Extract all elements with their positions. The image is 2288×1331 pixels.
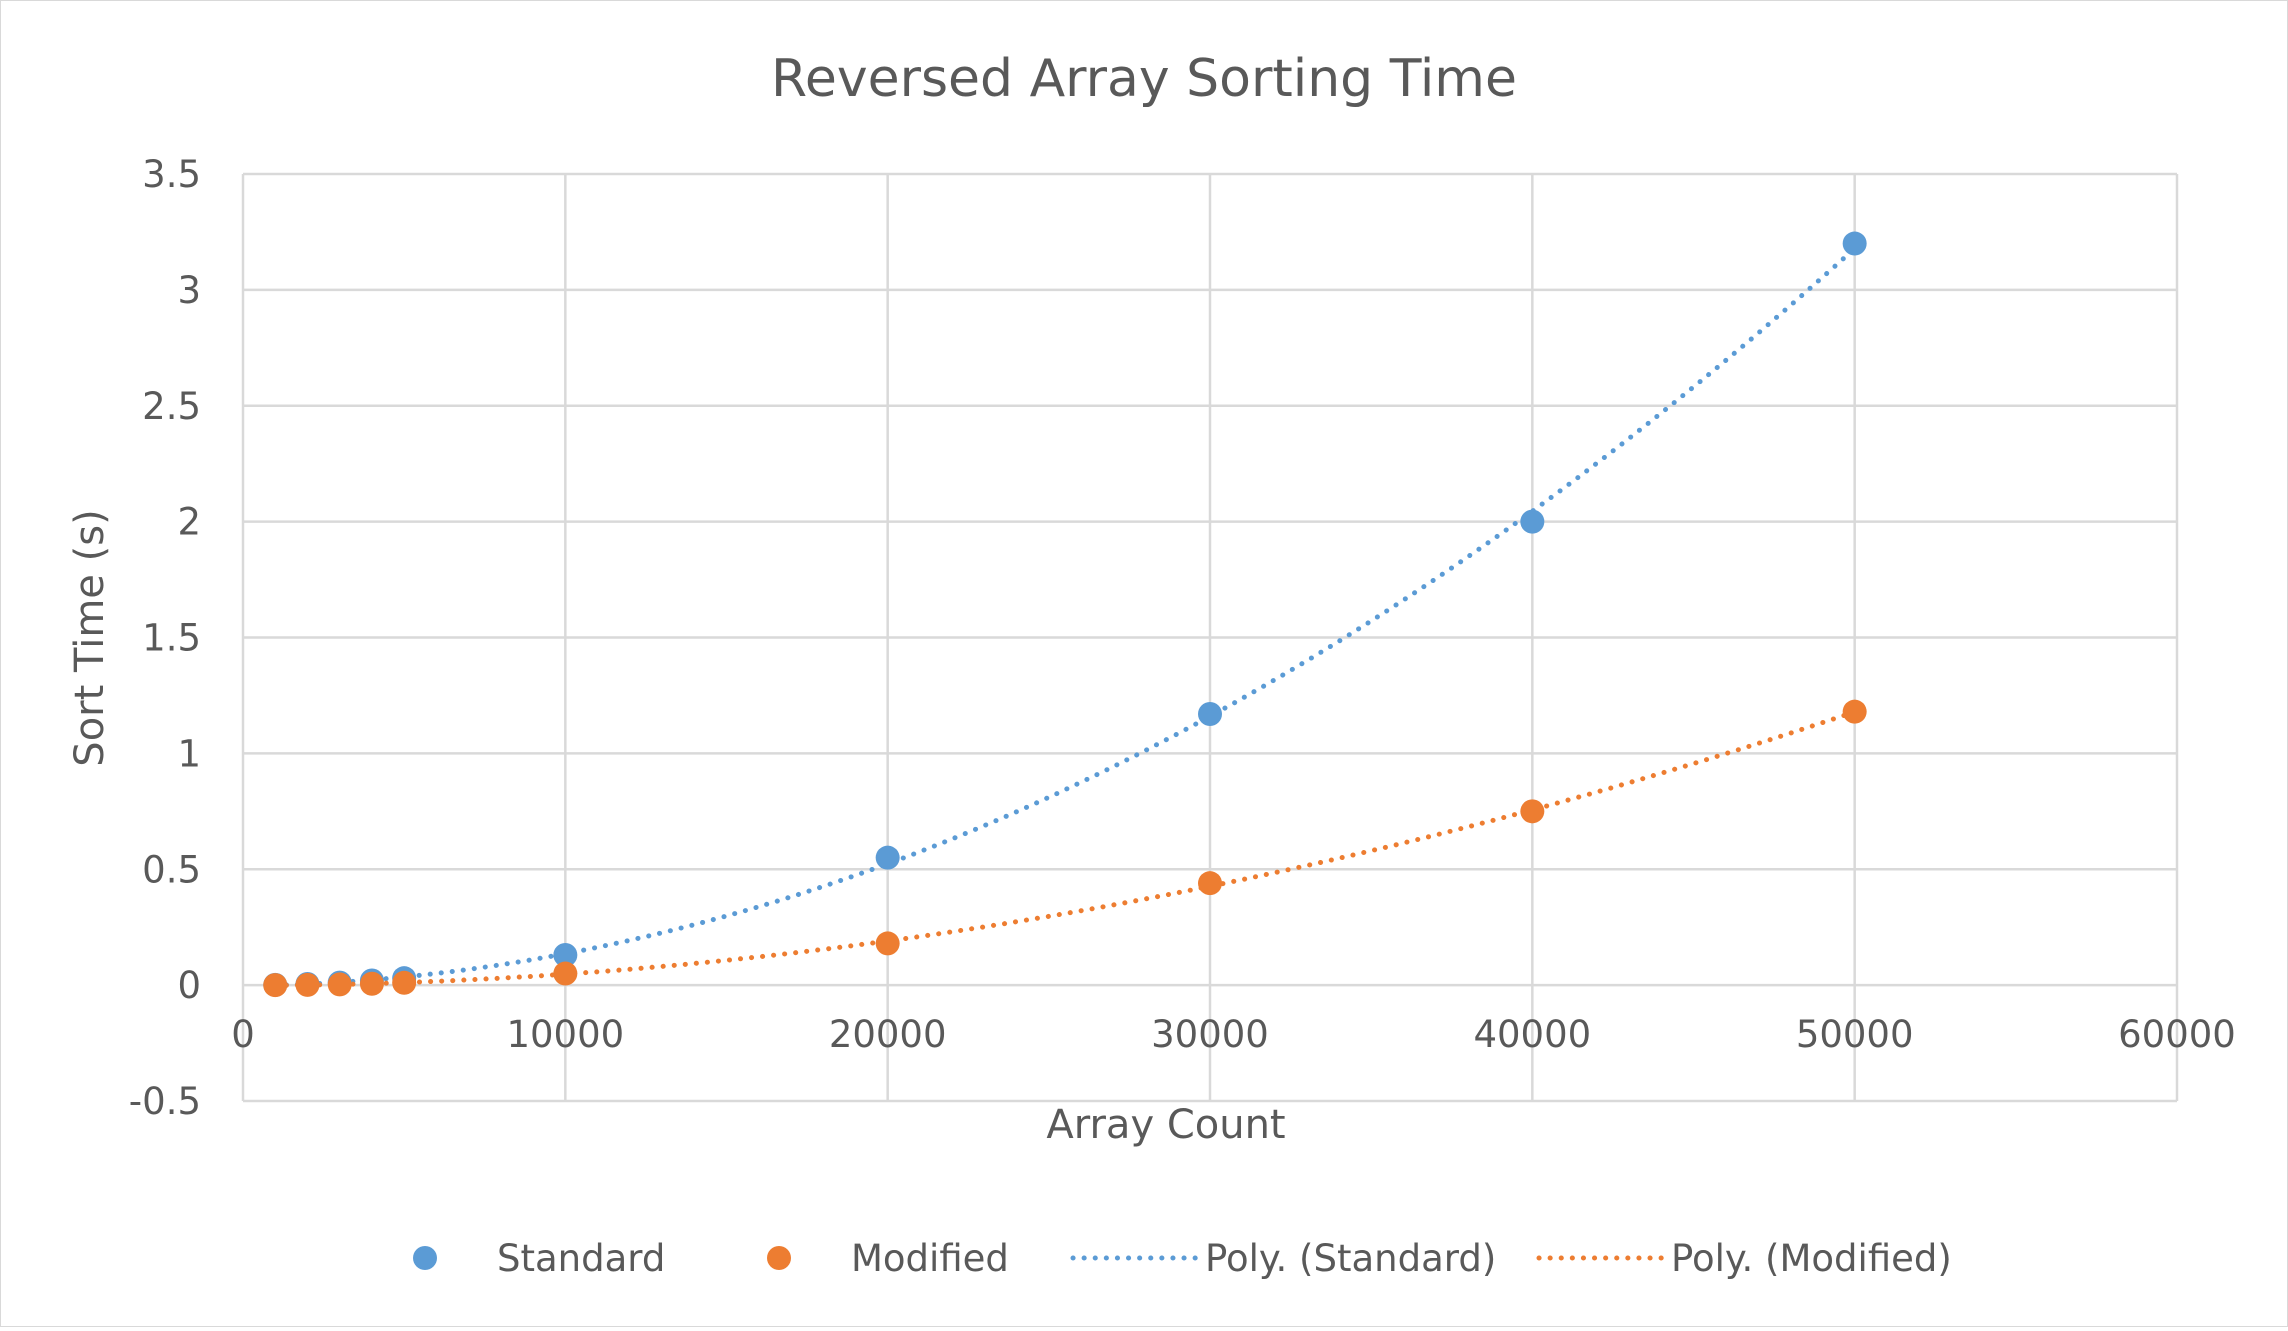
y-axis-label: Sort Time (s) (67, 509, 113, 766)
data-point-modified (553, 961, 578, 986)
data-point-standard (1198, 701, 1222, 726)
y-tick-label: 2 (177, 501, 201, 544)
data-point-modified (875, 931, 900, 956)
gridlines (241, 172, 2179, 1103)
legend-label: Standard (497, 1237, 665, 1280)
y-tick-label: 1 (177, 732, 201, 775)
chart-title: Reversed Array Sorting Time (771, 49, 1517, 109)
x-tick-label: 20000 (829, 1013, 947, 1056)
data-point-modified (263, 973, 288, 998)
data-point-standard (553, 942, 578, 967)
x-axis-label: Array Count (1046, 1102, 1285, 1148)
x-tick-label: 60000 (2118, 1013, 2236, 1056)
data-point-standard (1842, 231, 1867, 256)
y-tick-label: 2.5 (142, 385, 201, 428)
legend-label: Poly. (Modified) (1671, 1237, 1952, 1280)
y-tick-label: 1.5 (142, 617, 201, 660)
data-point-modified (327, 972, 352, 997)
x-tick-label: 10000 (506, 1013, 624, 1056)
data-point-modified (1842, 699, 1867, 724)
y-tick-label: 0.5 (142, 848, 201, 891)
x-tick-label: 0 (231, 1013, 255, 1056)
legend-label: Poly. (Standard) (1205, 1237, 1496, 1280)
y-tick-label: -0.5 (129, 1080, 201, 1123)
legend-label: Modified (851, 1237, 1009, 1280)
legend: Standard Modified Poly. (Standard) Poly. (M… (413, 1237, 1952, 1280)
data-point-modified (295, 972, 320, 997)
x-tick-label: 40000 (1473, 1013, 1591, 1056)
data-point-modified (359, 971, 384, 996)
legend-marker (767, 1246, 791, 1270)
legend-marker (413, 1246, 437, 1270)
x-tick-label: 30000 (1151, 1013, 1269, 1056)
data-points (263, 231, 1867, 998)
trendlines (272, 245, 1858, 988)
y-tick-label: 3 (177, 269, 201, 312)
data-point-standard (875, 845, 900, 870)
trendline-standard (272, 245, 1858, 988)
data-point-modified (1520, 799, 1545, 824)
data-point-modified (1198, 871, 1222, 896)
y-tick-label: 3.5 (142, 153, 201, 196)
y-tick-label: 0 (177, 964, 201, 1007)
tick-labels: -0.5 0 0.5 1 1.5 2 2.5 3 3.5 0 10000 20000 30000 4000… (129, 153, 2236, 1123)
x-tick-label: 50000 (1796, 1013, 1914, 1056)
trendline-modified (272, 709, 1858, 988)
data-point-modified (392, 970, 417, 995)
data-point-standard (1520, 509, 1545, 534)
